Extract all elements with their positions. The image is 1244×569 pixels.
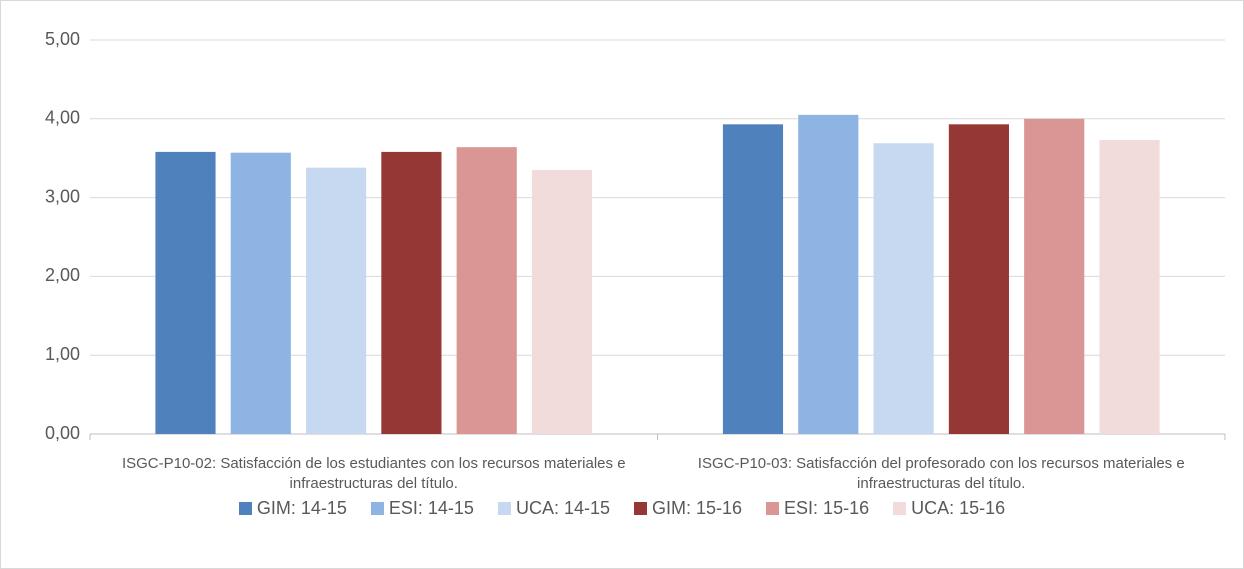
y-tick-label: 5,00 — [45, 29, 80, 49]
legend-label: ESI: 14-15 — [388, 498, 474, 518]
legend: GIM: 14-15 ESI: 14-15 UCA: 14-15 GIM: 15-16… — [0, 498, 1244, 519]
y-tick-label: 3,00 — [45, 186, 80, 206]
bar — [381, 151, 442, 434]
x-tick-label: ISGC-P10-03: Satisfacción del profesorad… — [697, 455, 1185, 492]
legend-item: GIM: 14-15 — [238, 498, 347, 519]
y-tick-label: 4,00 — [45, 108, 80, 128]
bar — [873, 143, 934, 434]
bar — [1099, 140, 1160, 435]
legend-label: ESI: 15-16 — [784, 498, 870, 518]
legend-label: UCA: 14-15 — [515, 498, 610, 518]
x-tick-label: ISGC-P10-02: Satisfacción de los estudia… — [121, 455, 626, 492]
bar — [230, 152, 291, 434]
legend-swatch — [370, 502, 384, 515]
bar — [155, 151, 216, 434]
legend-swatch — [893, 502, 907, 515]
legend-label: GIM: 15-16 — [652, 498, 743, 518]
legend-swatch — [497, 502, 511, 515]
legend-item: UCA: 15-16 — [893, 498, 1005, 519]
bar — [948, 124, 1009, 434]
legend-item: ESI: 14-15 — [370, 498, 474, 519]
legend-label: GIM: 14-15 — [256, 498, 347, 518]
y-tick-label: 1,00 — [45, 344, 80, 364]
legend-swatch — [766, 502, 780, 515]
bar — [456, 147, 517, 434]
bar — [722, 124, 784, 434]
y-tick-label: 2,00 — [45, 265, 80, 285]
bar — [306, 167, 367, 434]
bar — [531, 170, 593, 434]
legend-item: GIM: 15-16 — [634, 498, 742, 519]
legend-item: UCA: 14-15 — [497, 498, 610, 519]
bar — [1024, 118, 1085, 435]
legend-item: ESI: 15-16 — [766, 498, 869, 519]
legend-label: UCA: 15-16 — [911, 498, 1006, 518]
bar — [798, 114, 859, 435]
legend-swatch — [238, 502, 252, 515]
y-tick-label: 0,00 — [45, 423, 80, 443]
legend-swatch — [634, 502, 647, 515]
